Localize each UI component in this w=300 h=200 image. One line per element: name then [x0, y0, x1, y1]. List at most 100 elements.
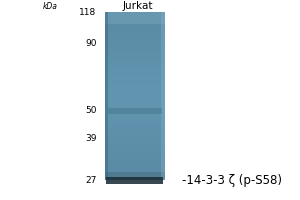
- Bar: [105, 98, 164, 100]
- Bar: [105, 59, 164, 61]
- Bar: [105, 179, 164, 180]
- Bar: [105, 142, 164, 143]
- Bar: [105, 49, 164, 51]
- Bar: [105, 103, 164, 105]
- Bar: [105, 56, 164, 58]
- Bar: [105, 143, 164, 145]
- Bar: [105, 65, 164, 66]
- Bar: [105, 14, 164, 16]
- Bar: [105, 133, 164, 135]
- Bar: [105, 71, 164, 73]
- Text: 90: 90: [85, 39, 97, 48]
- Bar: [105, 21, 164, 23]
- Bar: [105, 12, 108, 180]
- Bar: [105, 169, 164, 170]
- Bar: [105, 23, 164, 24]
- Bar: [105, 177, 164, 179]
- Bar: [105, 63, 164, 65]
- Bar: [105, 24, 164, 26]
- Bar: [105, 115, 164, 117]
- Bar: [105, 80, 164, 81]
- Bar: [105, 107, 164, 108]
- Bar: [105, 138, 164, 140]
- Bar: [105, 44, 164, 46]
- Text: kDa: kDa: [43, 2, 57, 11]
- Bar: [105, 26, 164, 28]
- Bar: [105, 145, 164, 147]
- Bar: [105, 132, 164, 133]
- Bar: [105, 162, 164, 164]
- Bar: [105, 130, 164, 132]
- Bar: [105, 17, 164, 19]
- Bar: [105, 165, 164, 167]
- Bar: [105, 75, 164, 76]
- Bar: [105, 16, 164, 17]
- Bar: [161, 12, 164, 180]
- Bar: [105, 154, 164, 155]
- Bar: [105, 127, 164, 128]
- Bar: [105, 41, 164, 43]
- Bar: [105, 86, 164, 88]
- Bar: [105, 85, 164, 86]
- Bar: [105, 78, 164, 80]
- Bar: [105, 112, 164, 113]
- Bar: [105, 58, 164, 59]
- Bar: [105, 160, 164, 162]
- Bar: [105, 157, 164, 159]
- Bar: [105, 122, 164, 123]
- Bar: [105, 48, 164, 49]
- Bar: [105, 70, 164, 71]
- Bar: [105, 54, 164, 56]
- Text: -14-3-3 ζ (p-S58): -14-3-3 ζ (p-S58): [182, 174, 282, 187]
- Bar: [105, 137, 164, 138]
- Bar: [105, 88, 164, 90]
- Bar: [105, 128, 164, 130]
- Bar: [105, 36, 164, 38]
- Bar: [105, 123, 164, 125]
- Bar: [105, 125, 164, 127]
- Bar: [105, 95, 164, 96]
- Bar: [105, 155, 164, 157]
- Bar: [105, 33, 164, 34]
- Bar: [105, 43, 164, 44]
- Bar: [105, 167, 164, 169]
- Bar: [105, 147, 164, 149]
- Bar: [105, 117, 164, 118]
- Bar: [105, 93, 164, 95]
- Bar: [105, 164, 164, 165]
- Text: 50: 50: [85, 106, 97, 115]
- Bar: [105, 29, 164, 31]
- Text: 118: 118: [79, 8, 97, 17]
- Bar: [105, 38, 164, 39]
- Bar: [105, 113, 164, 115]
- Bar: [105, 101, 164, 103]
- Text: 39: 39: [85, 134, 97, 143]
- Bar: [105, 61, 164, 63]
- Bar: [105, 81, 164, 83]
- Bar: [105, 96, 164, 98]
- Bar: [105, 118, 164, 120]
- Bar: [105, 90, 164, 91]
- Text: Jurkat: Jurkat: [122, 1, 153, 11]
- Bar: [105, 83, 164, 85]
- Bar: [105, 120, 164, 122]
- Bar: [105, 51, 164, 53]
- Bar: [105, 174, 164, 175]
- Bar: [105, 175, 164, 177]
- Bar: [105, 34, 164, 36]
- Bar: [105, 39, 164, 41]
- Bar: [105, 170, 164, 172]
- Bar: [105, 68, 164, 70]
- Bar: [105, 66, 164, 68]
- Bar: [105, 135, 164, 137]
- Text: 27: 27: [85, 176, 97, 185]
- Bar: [105, 28, 164, 29]
- Bar: [105, 172, 164, 174]
- Bar: [105, 140, 164, 142]
- Bar: [105, 46, 164, 48]
- Bar: [105, 100, 164, 101]
- Bar: [105, 73, 164, 75]
- Bar: [105, 91, 164, 93]
- Bar: [105, 76, 164, 78]
- Bar: [105, 150, 164, 152]
